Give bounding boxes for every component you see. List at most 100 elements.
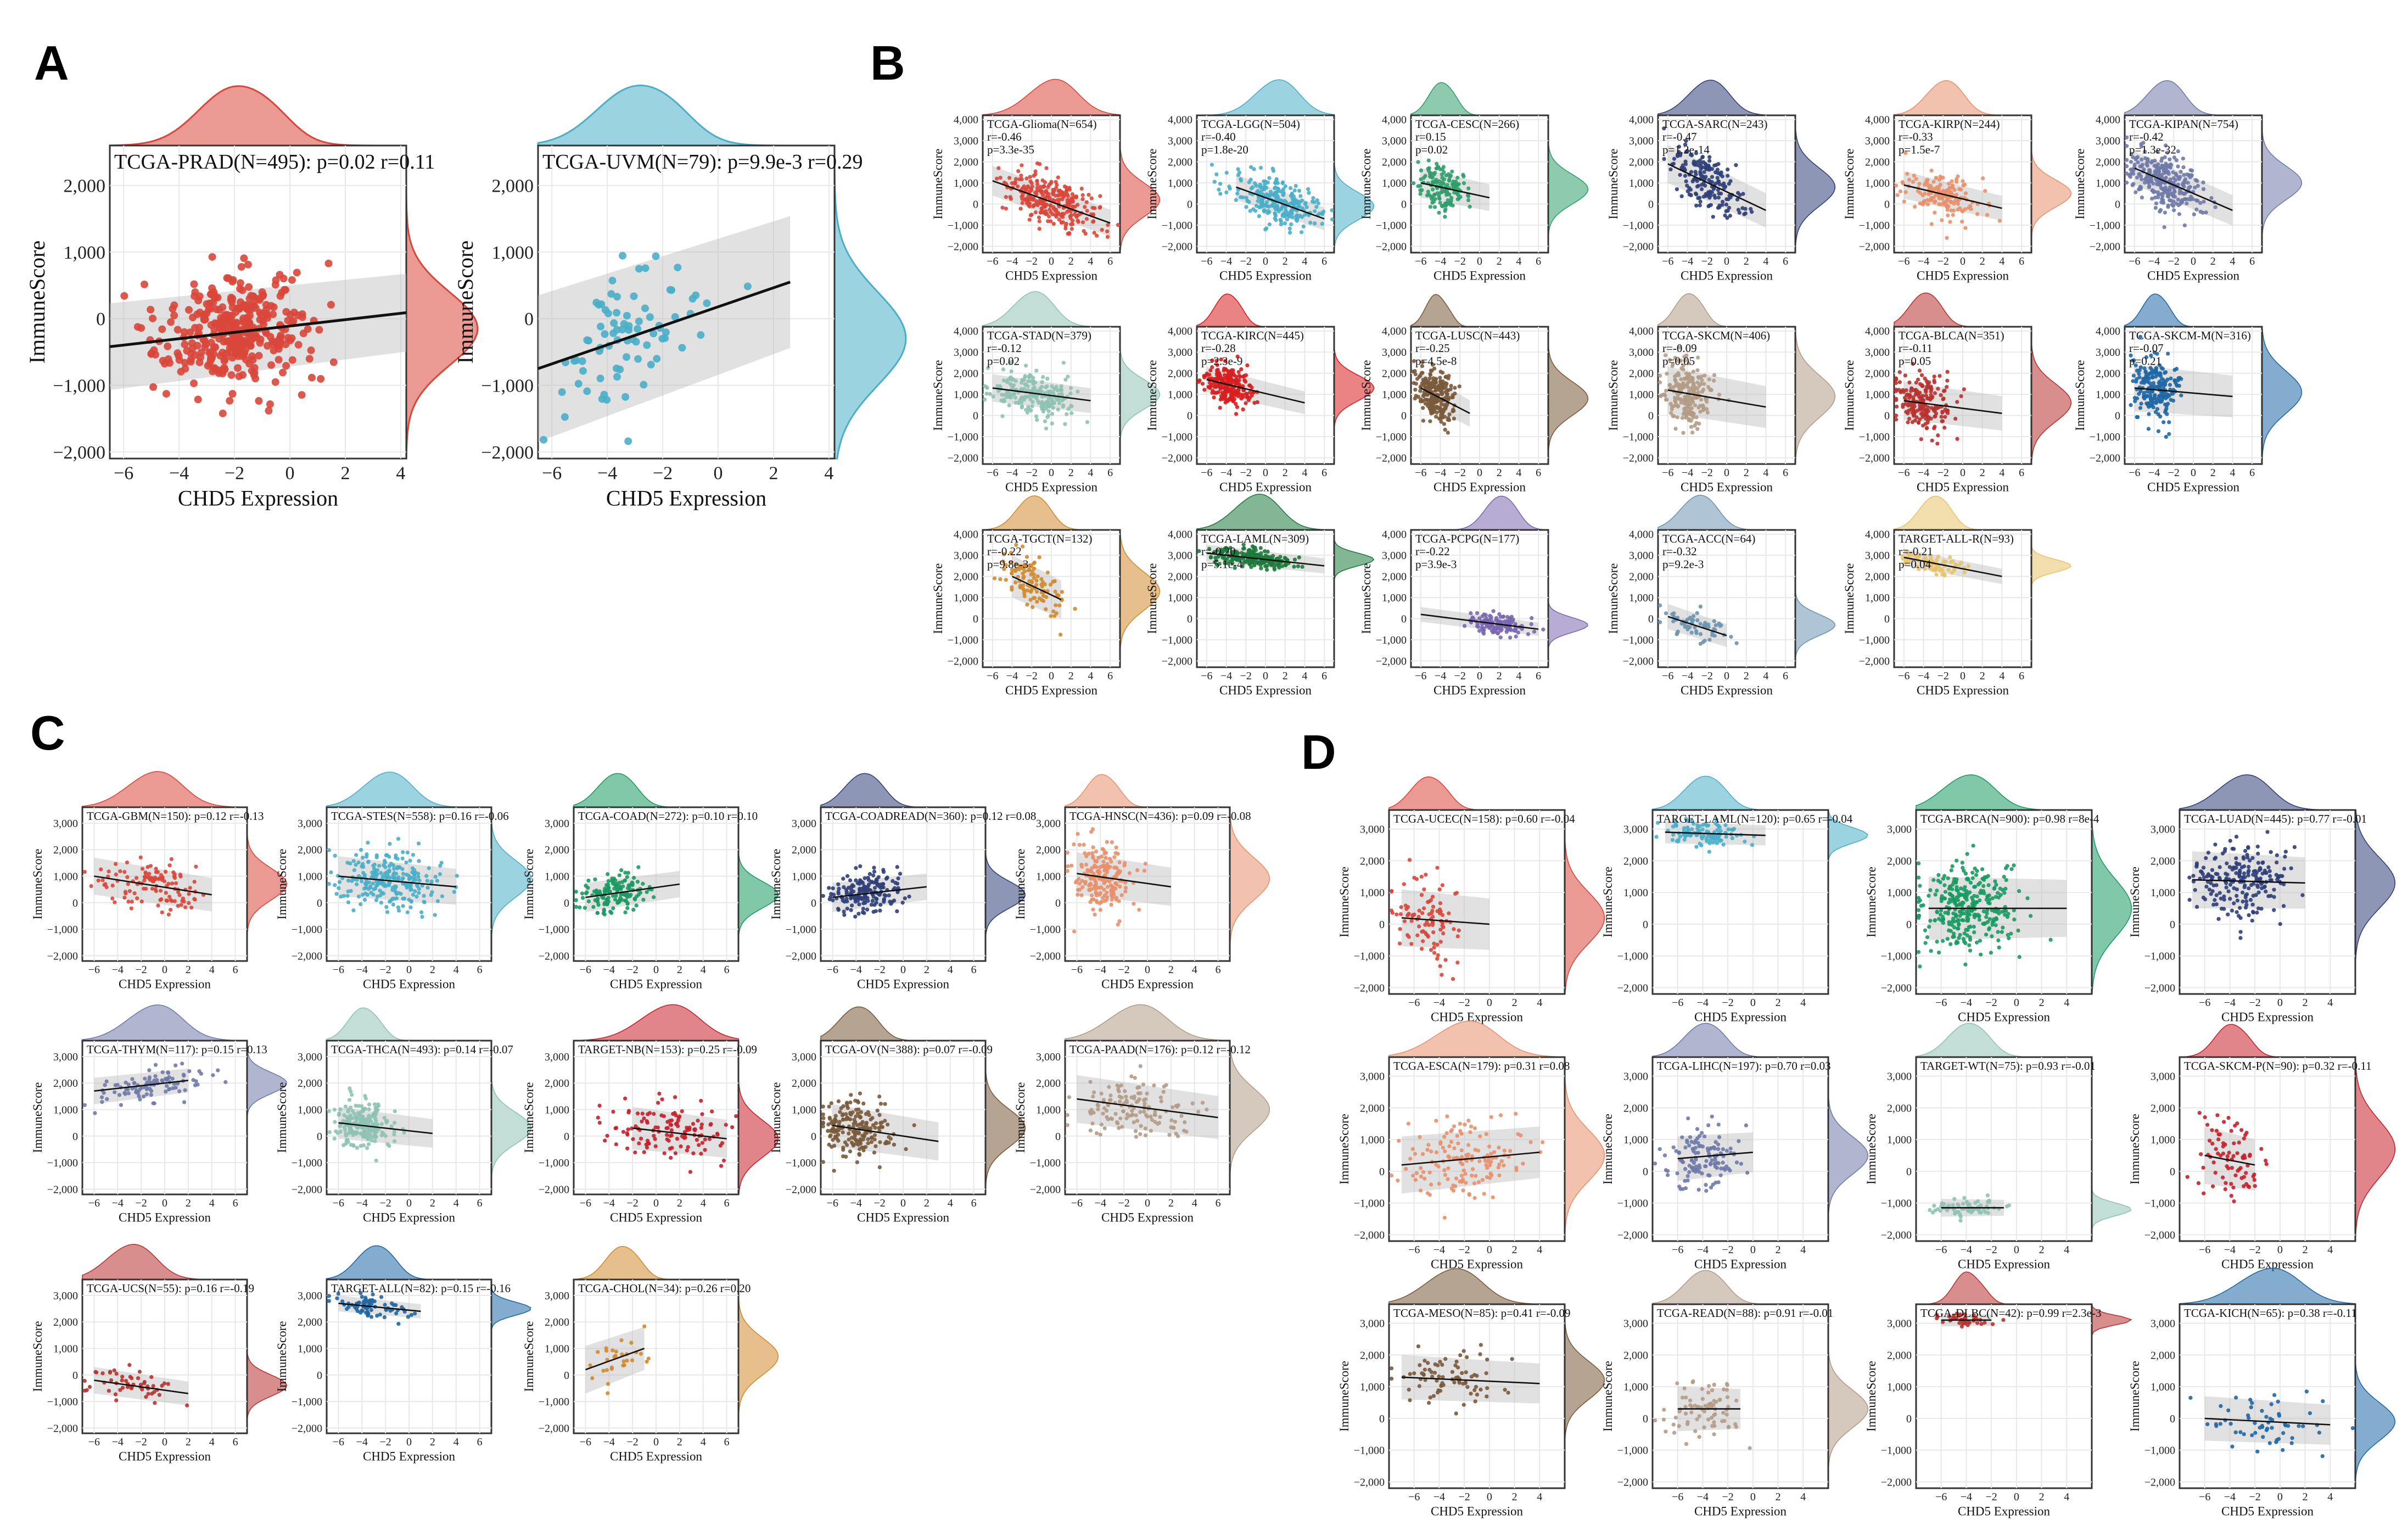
data-point [1035,600,1039,604]
data-point [1689,630,1694,635]
data-point [1699,187,1704,192]
x-tick-label: 2 [340,463,350,483]
data-point [606,872,610,876]
data-point [1083,205,1087,209]
x-tick-label: −6 [114,463,133,483]
x-tick-label: −4 [1435,670,1446,682]
x-tick-label: −2 [2168,255,2180,267]
data-point [1895,404,1899,409]
data-point [1033,169,1038,174]
subplot-title: TCGA-SKCM-M(N=316) [2129,329,2251,342]
data-point [561,413,569,421]
data-point [1508,635,1513,640]
data-point [1052,199,1057,203]
data-point [2183,177,2188,182]
data-point [174,881,178,885]
y-density [2261,326,2303,465]
data-point [617,880,621,885]
data-point [2174,158,2179,163]
data-point [1065,412,1069,416]
data-point [1252,167,1256,171]
data-point [640,381,648,389]
data-point [362,897,367,902]
x-tick-label: −2 [1701,467,1713,479]
data-point [601,330,609,338]
data-point [231,342,239,350]
y-tick-label: 3,000 [1382,347,1407,359]
data-point [1443,215,1447,219]
data-point [647,361,655,369]
data-point [384,875,388,879]
data-point [2135,415,2139,420]
y-tick-label: −1,000 [1623,220,1654,232]
y-axis-label: ImmuneScore [31,848,44,919]
data-point [438,872,443,876]
data-point [1051,390,1056,395]
data-point [1023,364,1028,368]
data-point [1292,188,1297,193]
data-point [578,357,586,365]
data-point [1673,378,1678,382]
data-point [1285,217,1290,222]
y-tick-label: 4,000 [1168,326,1192,338]
data-point [2156,399,2160,403]
data-point [1263,182,1267,187]
data-point [1239,195,1243,199]
x-tick-label: 0 [2191,467,2196,479]
data-point [1095,233,1099,238]
y-tick-label: 3,000 [1382,550,1407,562]
data-point [1494,616,1499,621]
data-point [1461,181,1466,186]
data-point [1897,380,1902,384]
data-point [641,264,649,272]
data-point [2124,158,2129,162]
data-point [1466,198,1471,203]
data-point [1672,374,1677,379]
data-point [601,306,609,314]
y-tick-label: −1,000 [481,376,534,396]
data-point [1953,199,1957,203]
y-density [2031,115,2072,253]
x-tick-label: −6 [987,255,998,267]
subplot-stat: r=-0.46 [987,130,1022,143]
data-point [1247,200,1251,204]
data-point [368,884,373,889]
data-point [327,881,331,886]
data-point [250,364,259,372]
data-point [1930,395,1934,400]
data-point [1943,190,1947,194]
x-tick-label: 2 [186,964,191,976]
data-point [1934,176,1939,180]
data-point [170,899,174,903]
data-point [619,887,623,891]
data-point [1689,170,1694,174]
data-point [391,876,396,881]
subplot-stat: r=-0.47 [1662,130,1697,143]
x-tick-label: −2 [225,463,244,483]
data-point [160,910,164,915]
y-tick-label: −2,000 [1376,452,1407,464]
data-point [1704,624,1708,628]
data-point [1001,367,1006,372]
data-point [1035,574,1040,579]
data-point [2124,144,2129,148]
data-point [1031,596,1036,600]
data-point [158,898,163,902]
y-tick-label: 1,000 [1168,389,1192,401]
x-tick-label: 0 [1724,670,1729,682]
data-point [1673,427,1678,431]
data-point [1289,193,1293,198]
subplot-title: TCGA-KIPAN(N=754) [2129,118,2238,131]
data-point [416,841,421,846]
data-point [1959,394,1963,399]
data-point [2182,192,2187,196]
x-axis-label: CHD5 Expression [1917,684,2009,697]
data-point [1037,400,1041,405]
data-point [1057,401,1062,405]
data-point [1912,174,1917,178]
y-tick-label: 2,000 [954,157,978,169]
data-point [369,890,373,895]
data-point [1251,185,1255,189]
data-point [307,373,316,382]
